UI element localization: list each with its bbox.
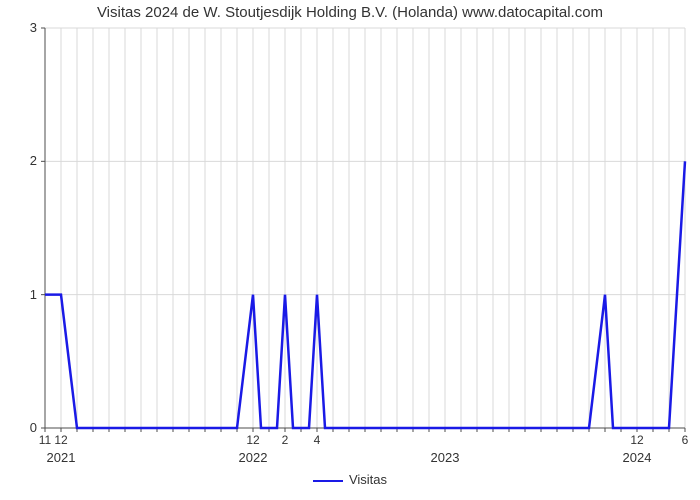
x-year-label: 2023 [431, 450, 460, 465]
x-tick-label: 11 [39, 433, 51, 447]
y-tick-label: 3 [17, 20, 37, 35]
y-tick-label: 0 [17, 420, 37, 435]
y-tick-label: 1 [17, 287, 37, 302]
legend-line-icon [313, 480, 343, 482]
y-tick-label: 2 [17, 153, 37, 168]
x-tick-label: 12 [54, 433, 67, 447]
chart-container: Visitas 2024 de W. Stoutjesdijk Holding … [0, 0, 700, 500]
x-tick-label: 6 [682, 433, 689, 447]
x-tick-label: 12 [630, 433, 643, 447]
x-year-label: 2022 [239, 450, 268, 465]
x-tick-label: 4 [314, 433, 321, 447]
chart-legend: Visitas [0, 472, 700, 487]
x-year-label: 2024 [623, 450, 652, 465]
x-tick-label: 12 [246, 433, 259, 447]
line-chart [0, 0, 700, 500]
x-tick-label: 2 [282, 433, 289, 447]
legend-label: Visitas [349, 472, 387, 487]
x-year-label: 2021 [47, 450, 76, 465]
